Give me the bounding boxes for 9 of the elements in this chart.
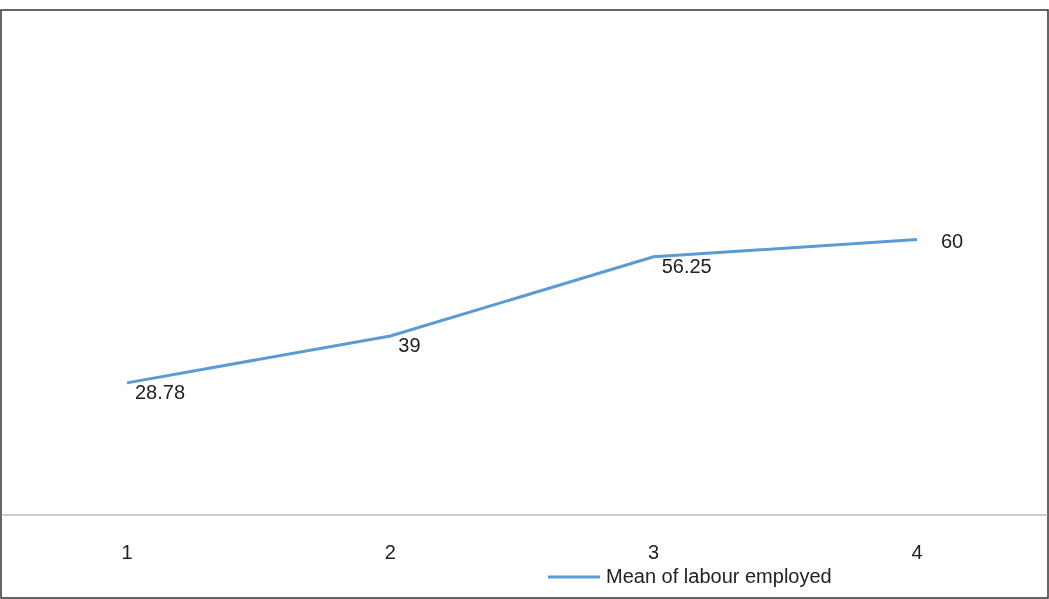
legend-label: Mean of labour employed: [606, 565, 832, 587]
data-label: 60: [941, 229, 964, 252]
data-label: 28.78: [135, 380, 186, 403]
data-label: 39: [398, 333, 421, 356]
x-tick-label: 3: [648, 541, 660, 563]
x-tick-label: 1: [121, 541, 133, 563]
x-tick-label: 4: [911, 541, 923, 563]
data-label: 56.25: [661, 254, 712, 277]
x-tick-label: 2: [384, 541, 396, 563]
